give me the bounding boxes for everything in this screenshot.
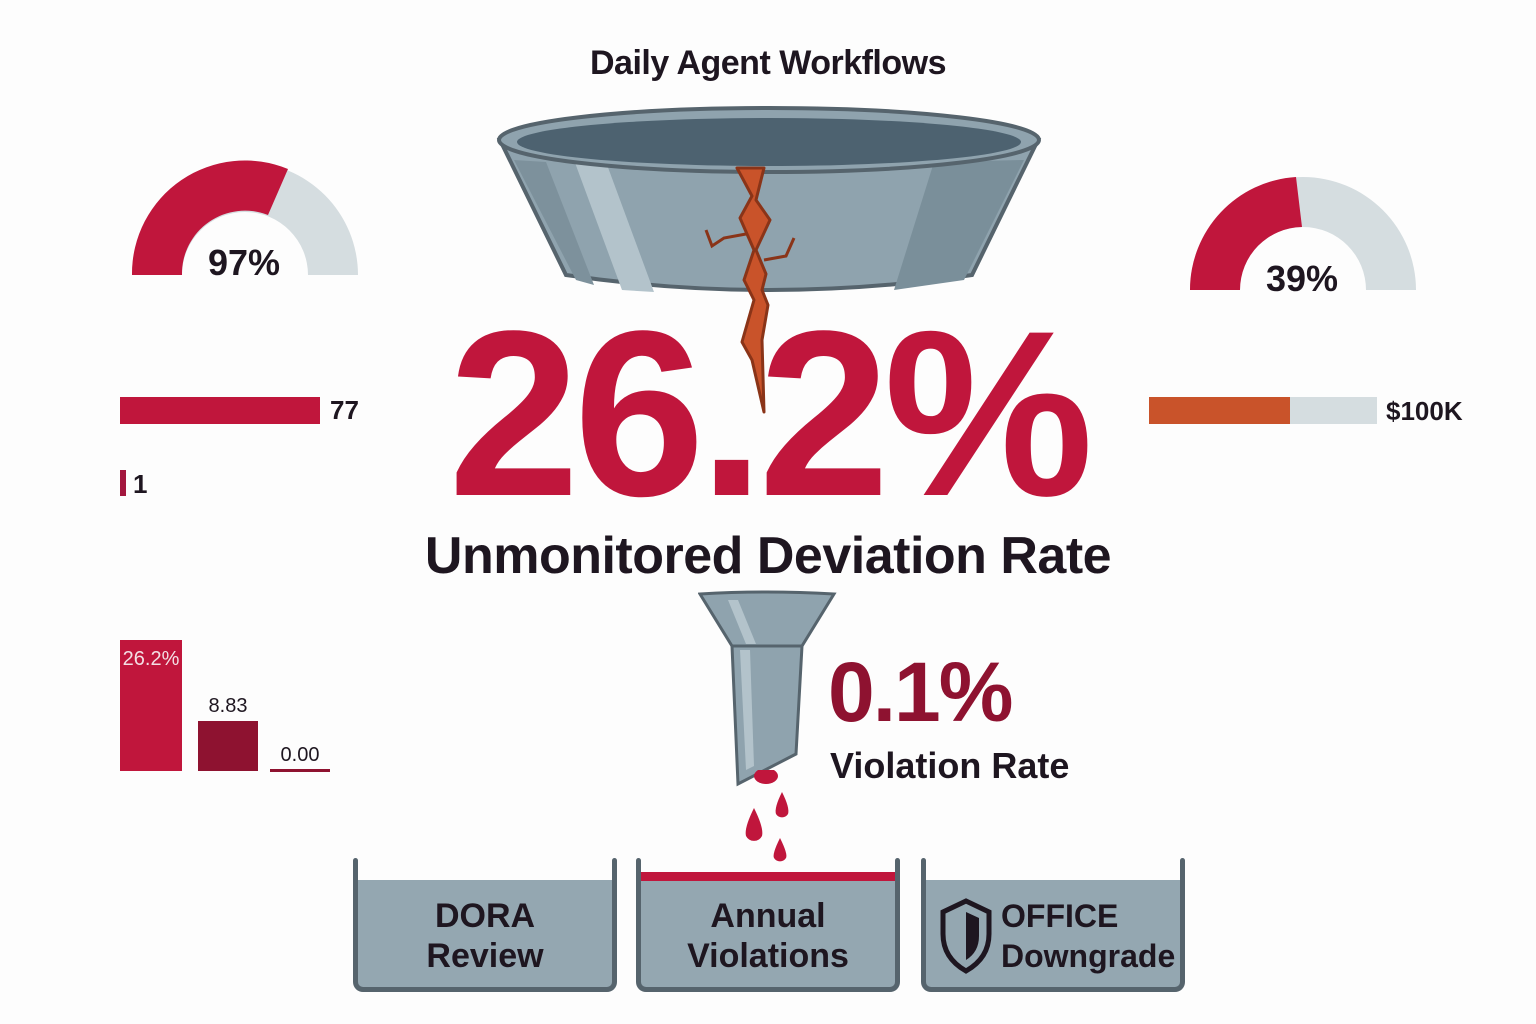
bin-dora-line1: DORA — [434, 897, 536, 935]
bin-dora-line2: Review — [426, 937, 544, 975]
bin-office-line1: OFFICE — [1001, 898, 1119, 934]
column-bar-3 — [270, 769, 330, 772]
bin-office-downgrade: OFFICE Downgrade — [921, 858, 1185, 992]
bar-77 — [120, 397, 320, 424]
violation-fill-line — [641, 872, 895, 881]
column-bar-1 — [120, 640, 182, 771]
funnel-spout-icon — [698, 590, 837, 787]
cost-bar-track — [1149, 397, 1377, 424]
gauge-right — [1189, 177, 1416, 290]
gauge-right-label: 39% — [1265, 258, 1339, 299]
shield-icon — [940, 898, 992, 974]
bar-1-label: 1 — [133, 469, 148, 499]
violation-rate-label: Violation Rate — [830, 745, 1070, 786]
violation-rate-value: 0.1% — [828, 645, 1013, 739]
drops-icon — [745, 770, 789, 862]
column-bar-3-label: 0.00 — [280, 744, 320, 766]
bar-1 — [120, 470, 126, 496]
bin-annual-line2: Violations — [687, 937, 849, 975]
column-chart: 26.2% 8.83 0.00 — [120, 640, 340, 775]
column-bar-2-label: 8.83 — [208, 695, 248, 717]
page-title: Daily Agent Workflows — [590, 44, 947, 82]
funnel-bowl-icon — [496, 106, 1042, 414]
headline-label: Unmonitored Deviation Rate — [424, 527, 1112, 585]
cost-bar-fill — [1149, 397, 1291, 424]
gauge-left — [131, 160, 358, 275]
column-bar-1-label: 26.2% — [122, 648, 180, 670]
bin-annual-line1: Annual — [710, 897, 826, 935]
cost-bar-label: $100K — [1386, 396, 1463, 426]
gauge-left-label: 97% — [207, 242, 281, 283]
column-bar-2 — [198, 721, 258, 771]
bin-annual-violations: Annual Violations — [636, 858, 900, 992]
headline-value: 26.2% — [448, 282, 1093, 546]
bin-dora-review: DORA Review — [353, 858, 617, 992]
crack-icon — [735, 166, 772, 414]
bin-office-line2: Downgrade — [1001, 938, 1176, 974]
bar-77-label: 77 — [330, 395, 359, 425]
